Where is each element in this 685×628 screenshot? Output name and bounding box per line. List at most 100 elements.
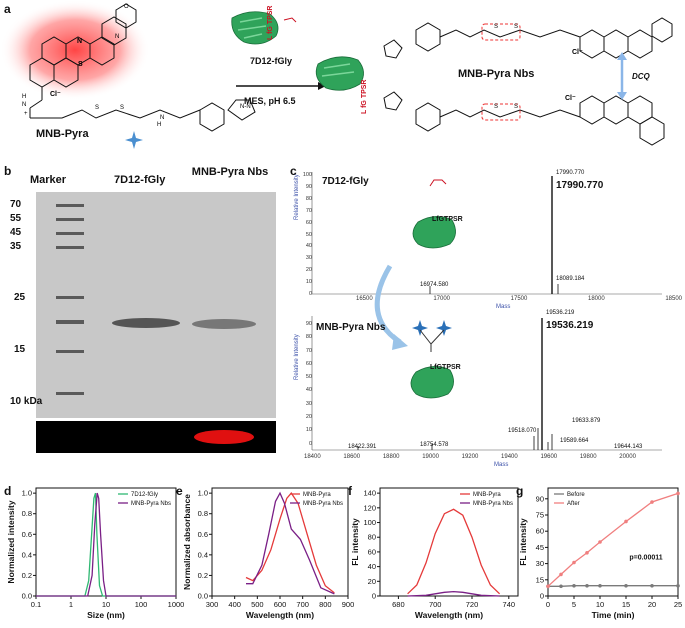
mass-spectra xyxy=(311,172,662,451)
chart-e-ytick-label: 0.6 xyxy=(198,530,208,539)
band-mnb-pyra-nbs xyxy=(192,319,256,329)
chart-e-ylabel: Normalized absorbance xyxy=(182,494,192,590)
ms-bottom-title: MNB-Pyra Nbs xyxy=(316,322,386,333)
chloride-label: Cl⁻ xyxy=(50,91,61,98)
svg-text:N: N xyxy=(115,34,119,40)
ms-bottom-peak-2: 19518.070 xyxy=(508,428,537,434)
ms-bottom-xtick: 18600 xyxy=(343,454,361,460)
lane-marker-label: Marker xyxy=(30,174,67,186)
ms-bottom-peak-0: 18422.391 xyxy=(348,444,377,450)
chart-f-series-0 xyxy=(407,508,501,595)
chart-g-point xyxy=(624,519,628,524)
chart-d-xtick-label: 0.1 xyxy=(31,600,41,609)
chart-g-ytick-label: 75 xyxy=(536,511,544,520)
svg-text:N: N xyxy=(160,115,164,121)
ms-top-title: 7D12-fGly xyxy=(322,176,369,187)
conversion-arrow xyxy=(374,264,402,345)
ms-bottom-ylabel: Relative Intensity xyxy=(294,334,300,380)
compound-label: MNB-Pyra xyxy=(36,128,89,140)
mw-35: 35 xyxy=(10,241,22,252)
ms-bottom-xtick: 19200 xyxy=(461,454,479,460)
svg-text:H: H xyxy=(157,122,161,128)
ms-top-ytick: 100 xyxy=(302,172,312,178)
ms-top-ytick: 0 xyxy=(308,291,312,298)
mw-ladder: 70 55 45 35 xyxy=(10,198,36,254)
ms-bottom-ytick: 20 xyxy=(305,414,312,421)
chart-f-series-1 xyxy=(407,590,500,597)
svg-text:O: O xyxy=(124,4,129,10)
svg-text:S: S xyxy=(78,61,83,68)
svg-text:H: H xyxy=(22,94,26,100)
ms-bottom-peak-small: 19536.219 xyxy=(546,310,575,316)
mw-70: 70 xyxy=(10,199,22,210)
dcq-label: DCQ xyxy=(632,72,650,81)
lane-7d12-label: 7D12-fGly xyxy=(114,174,166,186)
ms-bottom-xtick: 18400 xyxy=(304,454,321,460)
svg-text:L fG TPSR: L fG TPSR xyxy=(361,80,368,114)
chart-f-ytick-label: 60 xyxy=(368,547,376,556)
chart-g-ylabel: FL intensity xyxy=(518,518,528,566)
chart-g-point xyxy=(572,560,576,565)
svg-text:Cl⁻: Cl⁻ xyxy=(565,95,576,102)
ms-bottom-x-ticks: 18400 18600 18800 19000 19200 19400 1960… xyxy=(304,454,636,460)
panel-a-scheme: N S O N Cl⁻ H N + S S H N N-N L fG TPSR … xyxy=(0,0,673,149)
chart-g-point xyxy=(546,584,550,589)
chart-e-ytick-label: 0.2 xyxy=(198,571,208,580)
chart-d-ytick-label: 0.4 xyxy=(22,550,32,559)
chart-d-ytick-label: 0.2 xyxy=(22,571,32,580)
ms-bottom-ytick: 0 xyxy=(308,440,312,447)
chart-g-point xyxy=(598,540,602,544)
chart-d-series-0 xyxy=(36,492,176,597)
chart-d-ytick-label: 0.8 xyxy=(22,509,32,518)
svg-text:N: N xyxy=(77,38,82,45)
panel-d-letter: d xyxy=(4,484,12,498)
chart-d-ytick-label: 0.0 xyxy=(22,592,32,601)
ms-top-ytick: 80 xyxy=(305,195,312,202)
ms-bottom-ytick: 60 xyxy=(305,360,312,367)
chart-e-series-0 xyxy=(245,492,335,594)
chart-d-xlabel: Size (nm) xyxy=(87,610,125,620)
chart-f-legend-label: MNB-Pyra xyxy=(473,492,501,498)
ms-bottom-ytick: 30 xyxy=(305,400,312,407)
ms-bottom-xtick: 19400 xyxy=(501,454,518,460)
chart-g-xtick-label: 0 xyxy=(546,600,550,609)
product-label: MNB-Pyra Nbs xyxy=(458,68,535,80)
panel-g-letter: g xyxy=(516,484,524,498)
star-icon-left xyxy=(412,320,428,336)
ms-bottom-xtick: 20000 xyxy=(619,454,636,460)
fluorescence-glow xyxy=(0,0,150,100)
svg-text:S: S xyxy=(514,104,518,110)
ms-top-peak-0: 16974.580 xyxy=(420,282,449,288)
ms-top-xtick: 18000 xyxy=(587,296,605,302)
ms-bottom-ytick: 50 xyxy=(305,374,312,381)
chart-f-xtick-label: 720 xyxy=(466,600,479,609)
chart-g-point xyxy=(650,500,654,504)
ms-bottom-xtick: 19800 xyxy=(579,454,597,460)
chart-g-ytick-label: 90 xyxy=(536,494,544,503)
ms-top-xtick: 17000 xyxy=(433,296,451,302)
chart-f-frame xyxy=(379,487,519,597)
fluorescence-gel xyxy=(36,421,276,453)
panel-a-letter: a xyxy=(4,2,11,16)
ms-bottom-xlabel: Mass xyxy=(494,462,509,468)
mw-15: 15 xyxy=(14,344,26,355)
ms-bottom-xtick: 19600 xyxy=(540,454,558,460)
panel-c-letter: c xyxy=(290,164,297,178)
ms-top-xlabel: Mass xyxy=(496,304,511,310)
svg-text:S: S xyxy=(95,105,99,111)
chart-f-ytick-label: 40 xyxy=(368,562,376,571)
chart-d-xtick-label: 1000 xyxy=(168,600,185,609)
chart-d-legend-label: MNB-Pyra Nbs xyxy=(131,501,171,507)
chart-f-xtick-label: 740 xyxy=(503,600,516,609)
chart-d-legend-label: 7D12-fGly xyxy=(131,492,158,498)
chart-g-ytick-label: 0 xyxy=(540,592,544,601)
ms-bottom-peak-5: 19644.143 xyxy=(614,444,643,450)
marker-bands xyxy=(56,204,84,395)
chart-g-ytick-label: 30 xyxy=(536,559,544,568)
chart-d-series-1 xyxy=(36,492,176,597)
ms-top-ytick: 50 xyxy=(305,231,312,238)
chart-g-series-1 xyxy=(547,492,679,587)
chart-f-ytick-label: 140 xyxy=(363,489,376,498)
chart-g-ytick-label: 45 xyxy=(536,543,544,552)
